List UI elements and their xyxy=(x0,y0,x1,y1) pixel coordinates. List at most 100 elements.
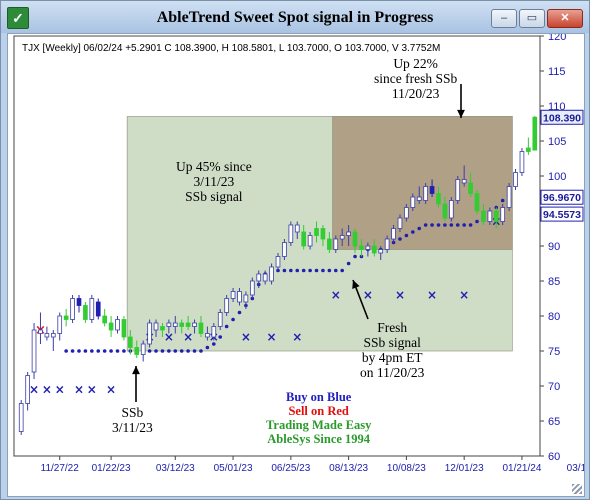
x-signal-marker: × xyxy=(363,288,373,302)
trailing-stop-dot xyxy=(443,223,447,227)
x-tick-label-2: 03/12/23 xyxy=(156,463,195,474)
x-signal-marker: × xyxy=(55,383,65,397)
x-tick-label-8: 01/21/24 xyxy=(502,463,541,474)
trailing-stop-dot xyxy=(70,349,75,353)
trailing-stop-dot xyxy=(340,268,344,273)
trailing-stop-dot xyxy=(314,268,319,273)
candle-31 xyxy=(217,309,223,330)
annotation-ssb: SSb 3/11/23 xyxy=(112,405,153,435)
candle-body xyxy=(57,315,63,334)
minimize-button[interactable]: – xyxy=(491,9,517,28)
candle-body xyxy=(365,245,371,250)
quote-info-line: TJX [Weekly] 06/02/24 +5.2901 C 108.3900… xyxy=(22,43,441,54)
candle-body xyxy=(243,294,249,303)
trailing-stop-dot xyxy=(500,198,505,203)
trailing-stop-dot xyxy=(411,230,415,234)
close-button[interactable]: ✕ xyxy=(547,9,583,28)
candle-body xyxy=(166,322,172,327)
candle-19 xyxy=(140,340,146,362)
trailing-stop-dot xyxy=(173,349,178,353)
candle-body xyxy=(346,231,351,236)
x-tick-label-4: 06/25/23 xyxy=(271,463,310,474)
candle-body xyxy=(301,231,307,247)
candle-40 xyxy=(275,253,281,271)
candle-39 xyxy=(269,263,274,285)
y-tick-label-70: 70 xyxy=(548,381,560,393)
trailing-stop-dot xyxy=(115,349,120,353)
x-signal-marker: × xyxy=(87,383,97,397)
trailing-stop-dot xyxy=(218,335,223,339)
trailing-stop-dot xyxy=(462,223,466,227)
price-chart[interactable]: 606570758085909510010511011512011/27/220… xyxy=(8,34,584,496)
candle-body xyxy=(198,322,204,334)
candle-38 xyxy=(262,270,268,285)
candle-53 xyxy=(359,239,364,257)
candle-body xyxy=(31,329,37,373)
candle-72 xyxy=(481,204,486,225)
trailing-stop-dot xyxy=(327,268,332,273)
candle-body xyxy=(320,228,326,240)
candle-body xyxy=(378,249,384,254)
price-label-2: 94.5573 xyxy=(540,206,584,222)
candle-body xyxy=(282,242,287,257)
resize-grip[interactable] xyxy=(572,484,582,494)
x-signal-marker: × xyxy=(183,330,193,344)
x-signal-marker: × xyxy=(427,288,437,302)
candle-body xyxy=(50,333,56,338)
title-bar[interactable]: ✓ AbleTrend Sweet Spot signal in Progres… xyxy=(1,1,589,33)
annotation-up45: Up 45% since 3/11/23 SSb signal xyxy=(176,159,252,204)
candle-37 xyxy=(256,270,262,288)
x-tick-label-1: 01/22/23 xyxy=(92,463,131,474)
x-signal-marker: × xyxy=(42,383,52,397)
x-signal-marker: × xyxy=(267,330,277,344)
x-tick-label-5: 08/13/23 xyxy=(329,463,368,474)
trailing-stop-dot xyxy=(295,268,300,273)
chart-area[interactable]: 606570758085909510010511011512011/27/220… xyxy=(7,33,585,497)
annotation-fresh-line2: SSb signal xyxy=(363,335,421,350)
candle-body xyxy=(455,179,461,201)
trailing-stop-dot xyxy=(90,349,94,353)
candle-body xyxy=(436,193,441,205)
candle-26 xyxy=(185,316,191,330)
x-tick-label-0: 11/27/22 xyxy=(41,463,80,474)
candle-66 xyxy=(442,197,448,222)
candle-9 xyxy=(76,295,82,313)
candle-body xyxy=(237,291,242,303)
candle-body xyxy=(532,116,538,151)
trailing-stop-dot xyxy=(282,268,287,273)
candle-body xyxy=(179,322,185,327)
trailing-stop-dot xyxy=(404,233,409,238)
candle-body xyxy=(487,210,493,222)
candle-67 xyxy=(449,197,454,222)
candle-21 xyxy=(153,319,159,337)
trailing-stop-dot xyxy=(96,349,101,353)
candle-body xyxy=(89,298,95,320)
restore-button[interactable]: ▭ xyxy=(519,9,545,28)
candle-body xyxy=(140,343,146,355)
candle-47 xyxy=(320,225,326,246)
y-tick-label-80: 80 xyxy=(548,311,560,323)
candle-44 xyxy=(301,225,307,250)
candle-body xyxy=(44,333,50,338)
x-signal-marker: × xyxy=(74,383,84,397)
candle-body xyxy=(262,273,268,282)
candle-body xyxy=(95,301,101,317)
candle-54 xyxy=(365,242,371,257)
window-title: AbleTrend Sweet Spot signal in Progress xyxy=(156,9,434,26)
annotation-up45-line1: Up 45% since xyxy=(176,159,252,174)
trailing-stop-dot xyxy=(475,219,479,224)
candle-body xyxy=(461,179,467,184)
trailing-stop-dot xyxy=(321,268,325,273)
candle-73 xyxy=(487,207,493,225)
candle-8 xyxy=(70,295,75,323)
candle-body xyxy=(429,186,435,194)
trailing-stop-dot xyxy=(83,349,88,353)
candle-57 xyxy=(384,235,390,253)
candle-5 xyxy=(50,330,56,351)
candle-body xyxy=(256,273,262,282)
candle-70 xyxy=(468,172,473,197)
candle-body xyxy=(211,326,217,338)
candle-body xyxy=(423,186,428,201)
legend-tagline: Trading Made Easy xyxy=(266,418,372,432)
